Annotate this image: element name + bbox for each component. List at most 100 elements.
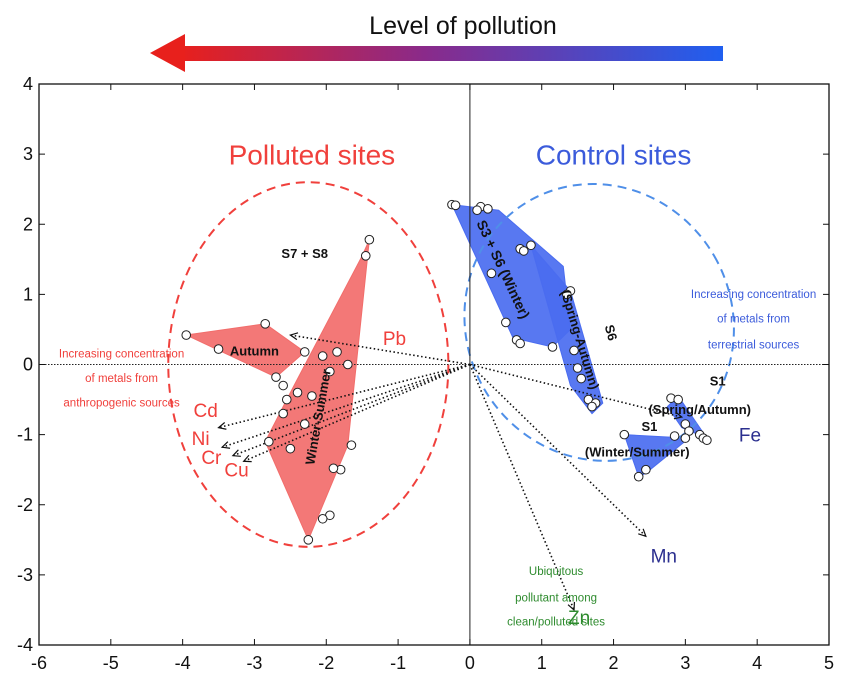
loading-vectors xyxy=(217,332,684,612)
x-tick-label: -5 xyxy=(103,653,119,673)
vector-head-Cu xyxy=(242,454,252,463)
pollution-gradient-bar xyxy=(180,46,723,61)
score-point xyxy=(278,408,288,419)
hull-control-s6-spring-autumn xyxy=(530,244,604,415)
annotation-spring-autumn-s1: (Spring/Autumn) xyxy=(648,402,751,417)
vector-Fe xyxy=(469,363,682,418)
note-terrestrial-note: of metals from xyxy=(717,313,790,325)
score-point xyxy=(325,366,335,377)
pollution-level-arrow xyxy=(150,34,723,72)
score-point xyxy=(633,471,644,482)
annotation-autumn: Autumn xyxy=(230,343,279,358)
note-anthropogenic-note: of metals from xyxy=(85,373,158,385)
score-point xyxy=(181,330,192,340)
score-point xyxy=(526,240,536,251)
score-point xyxy=(569,345,579,356)
x-tick-label: 3 xyxy=(680,653,690,673)
tick-layer: -6 -5 -4 -3 -2 -1 0 1 2 3 4 5 -4 -3 -2 -1 0 1 2 3 4 xyxy=(17,74,834,673)
score-point xyxy=(702,435,712,446)
vector-head-Cd xyxy=(217,422,227,430)
vector-head-Zn xyxy=(567,601,576,612)
pollution-arrow-head xyxy=(150,34,185,72)
score-point xyxy=(264,436,274,447)
y-tick-label: 1 xyxy=(23,284,33,304)
zero-lines xyxy=(39,84,829,645)
score-point xyxy=(364,234,375,245)
score-point xyxy=(450,200,461,211)
group-label-polluted: Polluted sites xyxy=(229,140,396,171)
score-point xyxy=(278,380,288,391)
annotation-s6: S6 xyxy=(602,323,621,342)
vector-label-Ni: Ni xyxy=(192,429,210,450)
vector-Cu xyxy=(243,363,471,463)
score-points xyxy=(181,199,712,545)
score-point xyxy=(285,443,296,454)
vector-head-Cr xyxy=(231,449,241,457)
vector-Zn xyxy=(469,364,575,611)
score-point xyxy=(472,205,482,216)
ellipse-control xyxy=(463,182,735,462)
group-label-control: Control sites xyxy=(536,140,692,171)
vector-label-Zn: Zn xyxy=(568,608,590,629)
annotation-winter-summer-s1: (Winter/Summer) xyxy=(585,444,690,459)
x-tick-label: -3 xyxy=(246,653,262,673)
score-point xyxy=(576,373,587,384)
y-tick-label: -4 xyxy=(17,635,33,655)
vector-label-Mn: Mn xyxy=(651,546,677,567)
vector-head-Ni xyxy=(220,441,231,449)
y-tick-label: 0 xyxy=(23,355,33,375)
score-point xyxy=(271,372,281,382)
vector-label-Cu: Cu xyxy=(224,461,248,482)
note-ubiquitous-note: clean/polluted sites xyxy=(507,616,605,628)
annotation-s1-spring-label: S1 xyxy=(710,373,726,388)
vector-label-Pb: Pb xyxy=(383,329,406,350)
x-tick-label: 4 xyxy=(752,653,762,673)
note-anthropogenic-note: Increasing concentration xyxy=(59,348,184,360)
x-tick-label: 1 xyxy=(537,653,547,673)
score-point xyxy=(346,440,357,450)
score-point xyxy=(515,338,525,349)
y-tick-label: 4 xyxy=(23,74,33,94)
note-anthropogenic-note: anthropogenic sources xyxy=(63,398,180,410)
score-point xyxy=(518,246,529,256)
annotation-s1-winter-label: S1 xyxy=(642,419,658,434)
score-point xyxy=(547,342,558,352)
score-point xyxy=(281,394,292,405)
score-point xyxy=(641,464,651,475)
score-point xyxy=(299,419,310,429)
y-tick-label: -1 xyxy=(17,425,33,445)
score-point xyxy=(303,535,314,545)
x-tick-label: -2 xyxy=(318,653,334,673)
score-point xyxy=(213,344,224,354)
score-point xyxy=(299,347,310,357)
score-point xyxy=(587,401,597,412)
note-ubiquitous-note: Ubiquitous xyxy=(529,566,584,578)
score-point xyxy=(501,317,511,328)
x-tick-label: -4 xyxy=(175,653,191,673)
score-point xyxy=(360,251,371,261)
score-point xyxy=(669,431,680,441)
score-point xyxy=(619,429,630,440)
note-terrestrial-note: terrestrial sources xyxy=(708,339,800,351)
y-tick-label: 3 xyxy=(23,144,33,164)
score-point xyxy=(260,319,271,329)
vector-head-Fe xyxy=(673,411,684,420)
vector-head-Pb xyxy=(289,332,299,341)
x-tick-label: 2 xyxy=(609,653,619,673)
score-point xyxy=(317,513,328,524)
score-point xyxy=(486,268,497,279)
score-point xyxy=(562,289,572,300)
x-tick-label: -6 xyxy=(31,653,47,673)
note-ubiquitous-note: pollutant among xyxy=(515,593,597,605)
x-tick-label: 0 xyxy=(465,653,475,673)
vector-label-Fe: Fe xyxy=(739,426,761,447)
chart-title: Level of pollution xyxy=(369,12,557,40)
score-point xyxy=(292,387,303,398)
score-point xyxy=(328,463,339,474)
vector-label-Cr: Cr xyxy=(201,448,222,469)
note-terrestrial-note: Increasing concentration xyxy=(691,289,816,301)
y-tick-label: -2 xyxy=(17,495,33,515)
score-point xyxy=(483,204,493,214)
x-tick-label: 5 xyxy=(824,653,834,673)
